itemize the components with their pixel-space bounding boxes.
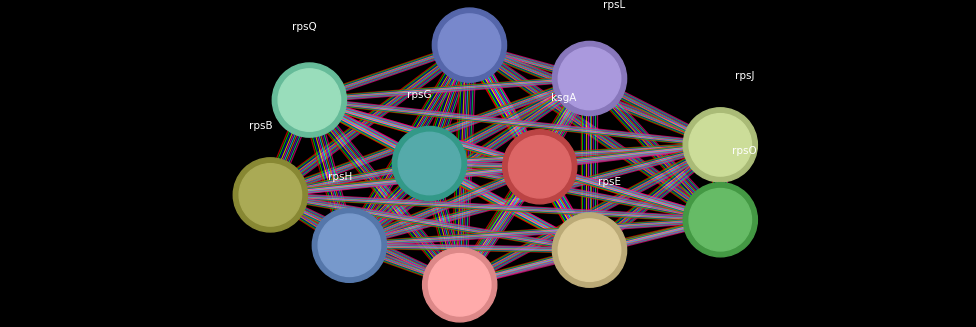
Text: rpsO: rpsO (732, 146, 757, 156)
Ellipse shape (423, 248, 497, 322)
Text: rpsB: rpsB (249, 121, 272, 131)
Ellipse shape (558, 47, 621, 110)
Text: rpsJ: rpsJ (735, 71, 754, 81)
Text: rpsQ: rpsQ (292, 22, 317, 32)
Ellipse shape (503, 130, 577, 204)
Ellipse shape (398, 132, 461, 195)
Ellipse shape (428, 253, 491, 316)
Ellipse shape (689, 113, 752, 176)
Ellipse shape (318, 214, 381, 277)
Ellipse shape (278, 69, 341, 131)
Ellipse shape (689, 188, 752, 251)
Ellipse shape (558, 219, 621, 282)
Ellipse shape (432, 8, 507, 82)
Text: rpsG: rpsG (407, 90, 432, 100)
Ellipse shape (552, 213, 627, 287)
Ellipse shape (683, 183, 757, 257)
Ellipse shape (552, 42, 627, 115)
Ellipse shape (438, 14, 501, 77)
Text: ksgA: ksgA (551, 93, 577, 103)
Text: rpsH: rpsH (328, 172, 351, 182)
Text: rpsL: rpsL (603, 0, 625, 10)
Ellipse shape (508, 135, 571, 198)
Ellipse shape (272, 63, 346, 137)
Ellipse shape (392, 127, 467, 200)
Text: rpsE: rpsE (597, 177, 621, 187)
Ellipse shape (312, 208, 386, 282)
Ellipse shape (233, 158, 307, 232)
Ellipse shape (239, 164, 302, 226)
Ellipse shape (683, 108, 757, 182)
